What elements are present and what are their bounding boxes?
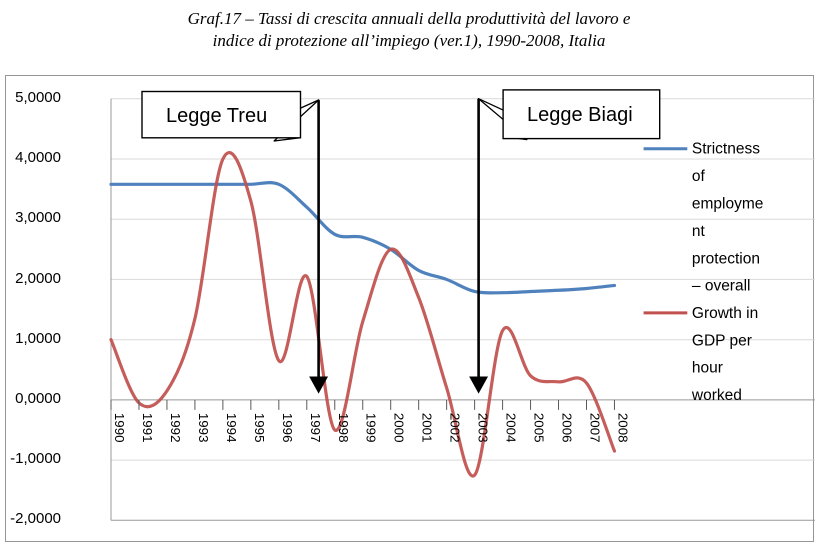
svg-text:Legge Biagi: Legge Biagi [527,104,633,126]
svg-text:Strictness: Strictness [692,141,760,158]
svg-text:– overall: – overall [692,278,751,295]
svg-text:2006: 2006 [560,413,575,443]
svg-text:2002: 2002 [448,413,463,443]
svg-text:Growth in: Growth in [692,305,758,322]
svg-text:1994: 1994 [224,413,239,443]
svg-text:1990: 1990 [112,413,127,443]
svg-text:1998: 1998 [336,413,351,443]
svg-text:1995: 1995 [252,413,267,443]
svg-text:2008: 2008 [616,413,631,443]
svg-text:1993: 1993 [196,413,211,443]
svg-text:1999: 1999 [364,413,379,443]
svg-text:1996: 1996 [280,413,295,443]
svg-text:1992: 1992 [168,413,183,443]
svg-text:2000: 2000 [392,413,407,443]
svg-text:1997: 1997 [308,413,323,443]
svg-text:2005: 2005 [532,413,547,443]
svg-text:Legge Treu: Legge Treu [166,105,267,127]
svg-text:2003: 2003 [476,413,491,443]
svg-text:1991: 1991 [140,413,155,443]
svg-text:GDP per: GDP per [692,332,752,349]
svg-text:worked: worked [691,387,742,404]
svg-text:protection: protection [692,250,760,267]
svg-text:employme: employme [692,196,764,213]
svg-text:2001: 2001 [420,413,435,443]
svg-text:2007: 2007 [588,413,603,443]
svg-text:2004: 2004 [504,413,519,443]
svg-text:of: of [692,168,706,185]
svg-text:hour: hour [692,360,723,377]
svg-text:nt: nt [692,223,706,240]
